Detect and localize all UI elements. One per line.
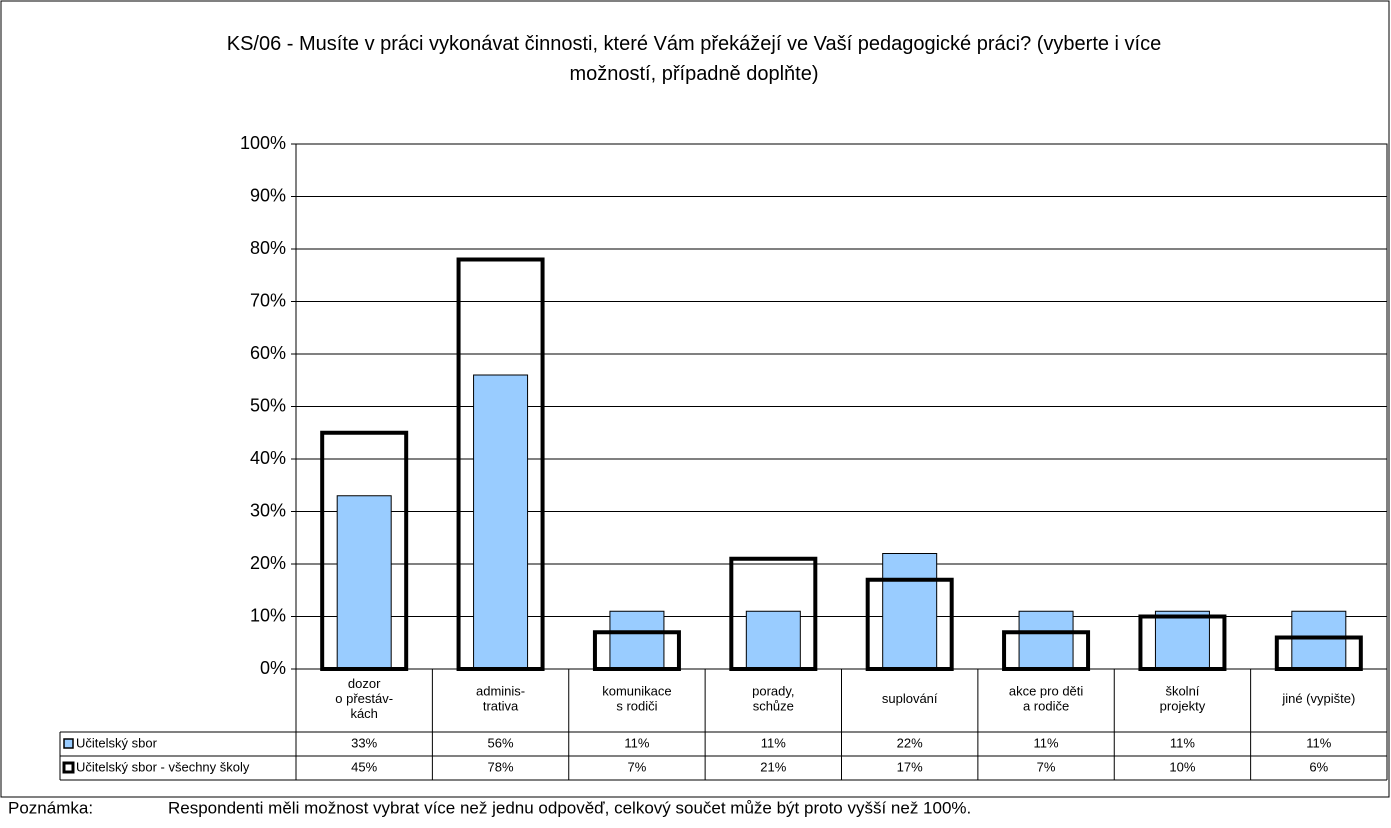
table-value: 6% [1309,759,1328,774]
table-value: 17% [897,759,923,774]
x-tick-label: dozor o přestáv-kách [335,676,393,721]
bar [1291,610,1347,670]
y-tick-label: 70% [250,290,286,310]
x-tick-label: komunikace s rodiči [602,684,671,714]
outline-bar [865,577,954,671]
outline-bar [456,257,545,671]
y-tick-label: 50% [250,395,286,415]
table-value: 11% [624,735,649,750]
table-value: 22% [897,735,923,750]
table-value: 11% [1170,735,1195,750]
outline-bar [592,630,681,671]
outline-bar [729,556,818,671]
bar [1154,610,1210,670]
x-tick-label: školní projekty [1160,684,1206,714]
y-tick-label: 100% [240,133,286,153]
bar [609,610,665,670]
table-value: 11% [1306,735,1331,750]
y-tick-label: 80% [250,238,286,258]
table-value: 78% [488,759,514,774]
y-tick-label: 10% [250,605,286,625]
y-tick-label: 90% [250,185,286,205]
note-text: Respondenti měli možnost vybrat více než… [168,798,971,817]
table-value: 11% [761,735,786,750]
x-tick-label: suplování [882,691,938,706]
x-tick-label: akce pro děti a rodiče [1009,684,1084,714]
y-tick-label: 20% [250,553,286,573]
y-tick-label: 30% [250,500,286,520]
y-tick-label: 0% [260,658,286,678]
legend-key [63,738,74,749]
legend-label: Učitelský sbor [76,735,158,750]
table-value: 56% [488,735,514,750]
table-value: 45% [351,759,377,774]
outline-bar [1002,630,1091,671]
table-value: 7% [628,759,647,774]
table-value: 33% [351,735,377,750]
chart-title: KS/06 - Musíte v práci vykonávat činnost… [227,33,1162,85]
y-tick-label: 40% [250,448,286,468]
x-tick-label: porady, schůze [752,684,794,714]
bar [473,374,529,670]
bar [1018,610,1074,670]
x-tick-label: adminis-trativa [476,684,525,714]
bar [336,495,392,670]
legend-label: Učitelský sbor - všechny školy [76,759,250,774]
outline-bar [1138,614,1227,671]
table-value: 21% [760,759,786,774]
table-value: 7% [1037,759,1056,774]
bar [745,610,801,670]
note-label: Poznámka: [8,798,93,817]
x-tick-label: jiné (vypište) [1281,691,1355,706]
bar [882,553,938,670]
outline-bar [320,430,409,671]
legend-key [62,761,75,774]
y-tick-label: 60% [250,343,286,363]
table-value: 10% [1169,759,1195,774]
table-value: 11% [1034,735,1059,750]
outline-bar [1274,635,1363,671]
